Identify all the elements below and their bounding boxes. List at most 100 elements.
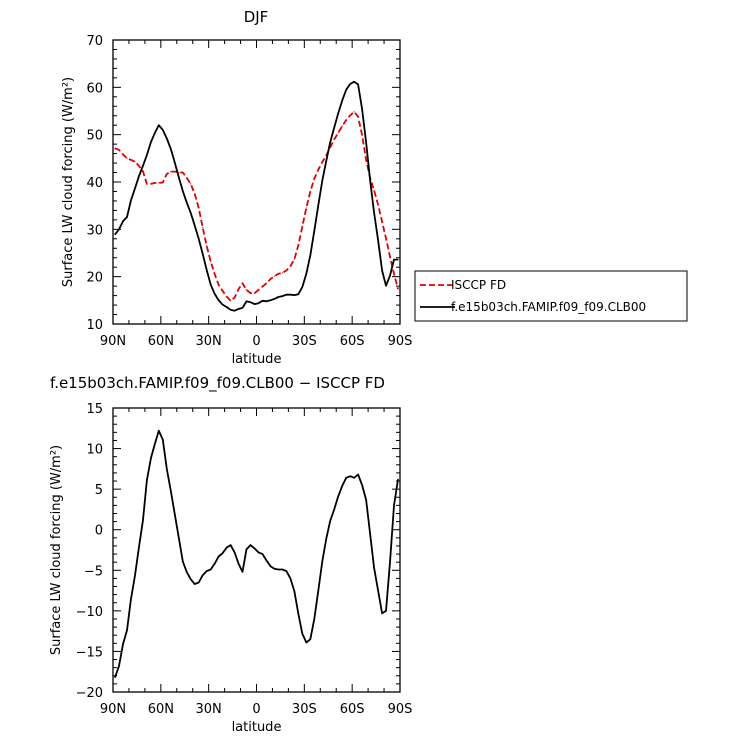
data-point <box>345 119 347 121</box>
data-point <box>130 159 132 161</box>
data-point <box>369 533 371 535</box>
data-point <box>198 207 200 209</box>
data-point <box>301 633 303 635</box>
y-axis-label: Surface LW cloud forcing (W/m²) <box>61 77 76 287</box>
series-line-1 <box>114 80 398 312</box>
data-point <box>245 289 248 291</box>
data-point <box>146 183 148 185</box>
data-point <box>293 258 295 260</box>
data-point <box>214 293 216 295</box>
legend-box <box>414 270 688 322</box>
x-tick-label: 90S <box>388 334 413 349</box>
data-point <box>198 581 200 584</box>
data-point <box>369 179 371 181</box>
data-point <box>130 199 132 202</box>
data-point <box>309 638 311 640</box>
data-point <box>257 289 260 291</box>
data-point <box>313 230 315 232</box>
data-point <box>126 157 128 159</box>
data-point <box>170 171 172 173</box>
data-point <box>122 220 124 222</box>
data-point <box>230 544 232 546</box>
y-tick-label: 30 <box>86 223 103 238</box>
y-tick-label: −5 <box>84 564 103 579</box>
data-point <box>150 183 152 185</box>
data-point <box>293 590 295 593</box>
x-tick-label: 30S <box>292 334 317 349</box>
data-point <box>377 590 379 592</box>
data-point <box>373 212 375 214</box>
data-point <box>222 304 224 306</box>
data-point <box>214 273 216 275</box>
data-point <box>277 273 279 275</box>
data-point <box>214 563 216 565</box>
data-point <box>373 189 375 192</box>
data-point <box>162 181 164 184</box>
data-point <box>202 574 204 576</box>
x-axis-label: latitude <box>232 352 282 367</box>
data-point <box>269 278 272 280</box>
data-point <box>234 551 236 554</box>
legend: ISCCP FD f.e15b03ch.FAMIP.f09_f09.CLB00 <box>414 270 688 322</box>
data-point <box>261 300 264 302</box>
data-point <box>265 300 268 302</box>
data-point <box>238 563 240 565</box>
data-point <box>333 508 335 510</box>
data-point <box>373 567 375 569</box>
y-tick-label: 40 <box>86 176 103 191</box>
data-point <box>305 273 307 275</box>
data-point <box>309 190 311 193</box>
data-point <box>154 443 156 445</box>
data-point <box>325 160 327 162</box>
x-tick-label: 60S <box>340 702 365 717</box>
data-point <box>249 544 252 546</box>
data-point <box>178 176 180 178</box>
data-point <box>234 296 236 299</box>
data-point <box>301 286 303 288</box>
data-point <box>142 170 144 172</box>
data-point <box>174 171 176 173</box>
data-point <box>365 499 367 501</box>
x-tick-label: 0 <box>252 334 260 349</box>
data-point <box>134 161 136 163</box>
data-point <box>134 575 136 577</box>
data-point <box>389 275 391 277</box>
data-point <box>321 161 323 163</box>
data-point <box>277 296 279 298</box>
data-point <box>162 439 164 441</box>
data-point <box>174 162 176 164</box>
data-point <box>353 111 355 113</box>
data-point <box>158 182 160 184</box>
data-point <box>190 183 192 185</box>
data-point <box>377 204 379 206</box>
x-tick-label: 90N <box>100 334 126 349</box>
data-point <box>305 207 307 209</box>
data-point <box>257 551 260 554</box>
data-point <box>190 212 192 214</box>
data-point <box>218 284 220 286</box>
data-point <box>166 137 168 140</box>
data-point <box>325 538 327 540</box>
data-point <box>349 83 351 85</box>
data-point <box>226 547 228 549</box>
series-points-0 <box>114 430 399 679</box>
data-point <box>329 520 331 522</box>
series-line-0 <box>114 111 399 302</box>
data-point <box>393 504 395 506</box>
data-point <box>158 430 160 432</box>
x-tick-label: 60N <box>148 334 174 349</box>
data-point <box>385 237 387 239</box>
y-tick-label: 50 <box>86 129 103 144</box>
data-point <box>134 188 136 190</box>
data-point <box>166 173 168 175</box>
data-point <box>313 618 315 620</box>
x-tick-label: 90N <box>100 702 126 717</box>
data-point <box>238 308 240 310</box>
data-point <box>381 269 383 272</box>
data-point <box>309 254 311 256</box>
data-point <box>317 169 319 171</box>
data-point <box>345 477 347 479</box>
data-point <box>365 159 367 161</box>
data-point <box>202 253 204 255</box>
data-point <box>273 275 275 277</box>
